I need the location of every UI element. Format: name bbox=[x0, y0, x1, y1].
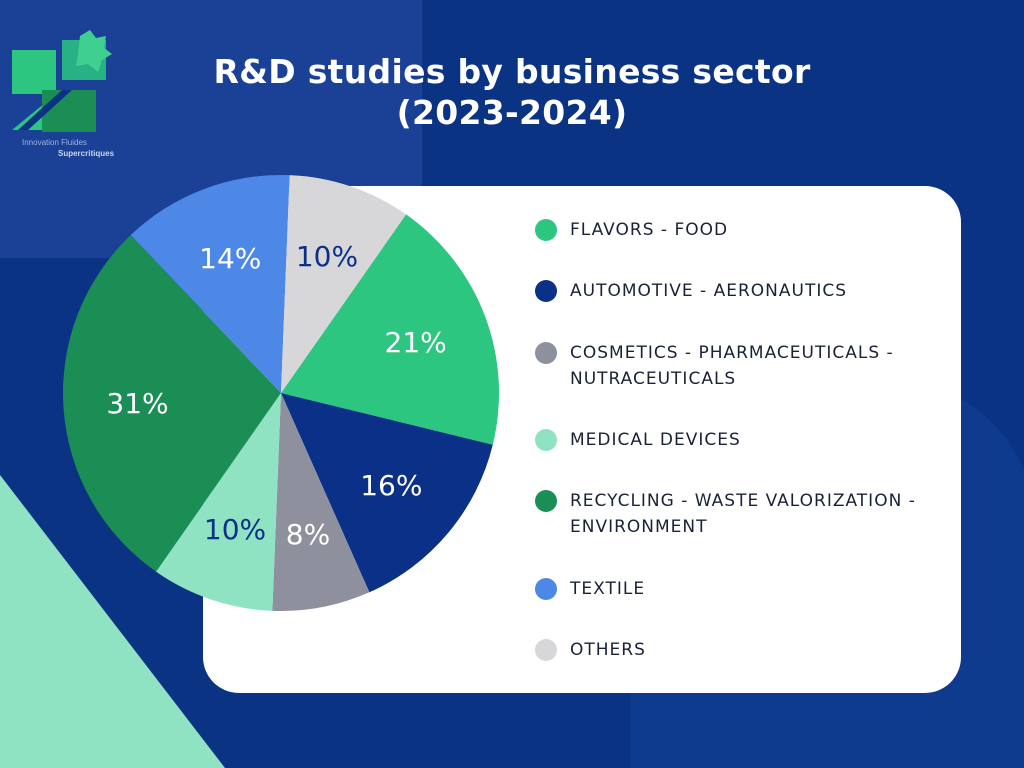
pie-slice-2 bbox=[272, 393, 370, 611]
legend-item-automotive-aeronautics: AUTOMOTIVE - AERONAUTICS bbox=[535, 278, 940, 304]
legend-item-flavors-food: FLAVORS - FOOD bbox=[535, 217, 940, 243]
legend-swatch-icon bbox=[535, 429, 557, 451]
legend-label: TEXTILE bbox=[570, 579, 646, 599]
legend-label: MEDICAL DEVICES bbox=[570, 430, 741, 450]
chart-title-line1: R&D studies by business sector bbox=[213, 52, 811, 91]
company-logo bbox=[12, 30, 112, 132]
legend-swatch-icon bbox=[535, 578, 557, 600]
pie-slice-label-4: 31% bbox=[106, 387, 168, 420]
bg-triangle-bottom-left bbox=[0, 475, 225, 768]
pie-slice-label-0: 21% bbox=[385, 326, 447, 359]
chart-title-line2: (2023-2024) bbox=[396, 93, 628, 132]
legend-swatch-icon bbox=[535, 639, 557, 661]
legend-item-recycling: RECYCLING - WASTE VALORIZATION - ENVIRON… bbox=[535, 488, 940, 540]
legend-label: COSMETICS - PHARMACEUTICALS - NUTRACEUTI… bbox=[570, 343, 894, 389]
pie-slice-0 bbox=[281, 214, 499, 445]
pie-slice-4 bbox=[62, 234, 281, 572]
pie-slice-3 bbox=[155, 393, 281, 611]
pie-slice-label-5: 14% bbox=[199, 242, 261, 275]
pie-slice-label-1: 16% bbox=[360, 469, 422, 502]
legend-label: AUTOMOTIVE - AERONAUTICS bbox=[570, 281, 848, 301]
pie-slice-label-6: 10% bbox=[296, 240, 358, 273]
legend-swatch-icon bbox=[535, 219, 557, 241]
legend-item-medical-devices: MEDICAL DEVICES bbox=[535, 427, 940, 453]
legend-swatch-icon bbox=[535, 490, 557, 512]
legend-item-textile: TEXTILE bbox=[535, 576, 940, 602]
legend-label: FLAVORS - FOOD bbox=[570, 220, 729, 240]
logo-text-line1: Innovation Fluides bbox=[22, 138, 87, 147]
legend-item-cosmetics: COSMETICS - PHARMACEUTICALS - NUTRACEUTI… bbox=[535, 340, 940, 392]
legend-swatch-icon bbox=[535, 280, 557, 302]
legend-item-others: OTHERS bbox=[535, 637, 940, 663]
logo-text-line2: Supercritiques bbox=[58, 149, 115, 158]
pie-slice-label-2: 8% bbox=[286, 518, 330, 551]
legend-label: OTHERS bbox=[570, 640, 646, 660]
pie-slice-6 bbox=[281, 175, 407, 393]
pie-slice-1 bbox=[281, 393, 493, 593]
pie-slice-5 bbox=[130, 175, 290, 393]
pie-slice-label-3: 10% bbox=[204, 513, 266, 546]
legend-swatch-icon bbox=[535, 342, 557, 364]
legend-label: RECYCLING - WASTE VALORIZATION - ENVIRON… bbox=[570, 491, 916, 537]
